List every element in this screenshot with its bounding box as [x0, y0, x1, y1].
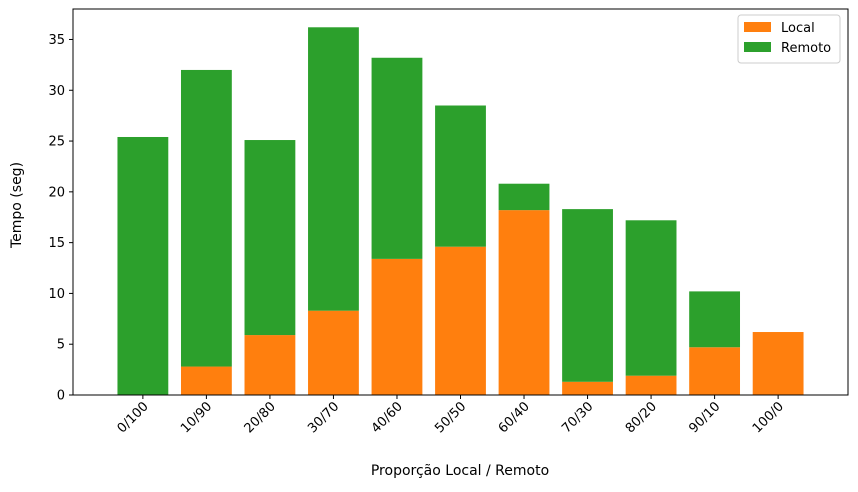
y-tick-label: 0 — [57, 389, 65, 404]
x-tick-label: 0/100 — [115, 399, 152, 436]
bar-local-10 — [752, 332, 804, 395]
bar-remoto-3 — [308, 27, 359, 311]
x-tick-label: 80/20 — [623, 399, 660, 436]
bar-local-4 — [371, 258, 423, 395]
bar-remoto-1 — [180, 69, 232, 367]
x-tick-label: 50/50 — [432, 399, 469, 436]
x-tick-label: 100/0 — [750, 399, 787, 436]
bar-remoto-2 — [244, 140, 296, 336]
legend-swatch-local — [744, 22, 771, 32]
bars-layer — [117, 27, 804, 395]
x-axis: 0/100 10/90 20/80 30/70 40/60 50/50 60/40 70/30… — [115, 395, 787, 436]
y-tick-label: 10 — [48, 287, 65, 302]
y-tick-label: 35 — [48, 33, 65, 48]
y-axis-label: Tempo (seg) — [9, 162, 25, 249]
x-tick-label: 20/80 — [242, 399, 279, 436]
y-tick-label: 30 — [48, 84, 65, 99]
y-axis: 0 5 10 15 20 25 30 35 — [48, 33, 73, 404]
bar-local-6 — [498, 210, 550, 395]
bar-local-7 — [562, 381, 613, 395]
bar-local-2 — [244, 335, 296, 395]
x-tick-label: 60/40 — [496, 399, 533, 436]
legend-swatch-remoto — [744, 42, 771, 52]
y-tick-label: 5 — [57, 338, 65, 353]
x-tick-label: 30/70 — [305, 399, 342, 436]
y-tick-label: 25 — [48, 135, 65, 150]
x-axis-label: Proporção Local / Remoto — [371, 463, 549, 479]
bar-remoto-4 — [371, 57, 423, 259]
legend-label-remoto: Remoto — [781, 41, 831, 56]
bar-remoto-0 — [117, 136, 169, 395]
x-tick-label: 70/30 — [559, 399, 596, 436]
y-tick-label: 15 — [48, 236, 65, 251]
bar-remoto-8 — [625, 220, 677, 376]
bar-remoto-6 — [498, 183, 550, 211]
legend: Local Remoto — [737, 14, 841, 64]
bar-local-9 — [689, 347, 741, 395]
bar-local-5 — [435, 246, 486, 395]
x-tick-label: 10/90 — [178, 399, 215, 436]
bar-local-3 — [308, 310, 359, 395]
bar-remoto-5 — [435, 105, 486, 247]
y-tick-label: 20 — [48, 185, 65, 200]
x-tick-label: 90/10 — [686, 399, 723, 436]
bar-remoto-9 — [689, 291, 741, 348]
bar-remoto-7 — [562, 209, 613, 382]
x-tick-label: 40/60 — [369, 399, 406, 436]
bar-local-1 — [180, 366, 232, 395]
legend-label-local: Local — [781, 21, 815, 36]
bar-local-8 — [625, 375, 677, 395]
